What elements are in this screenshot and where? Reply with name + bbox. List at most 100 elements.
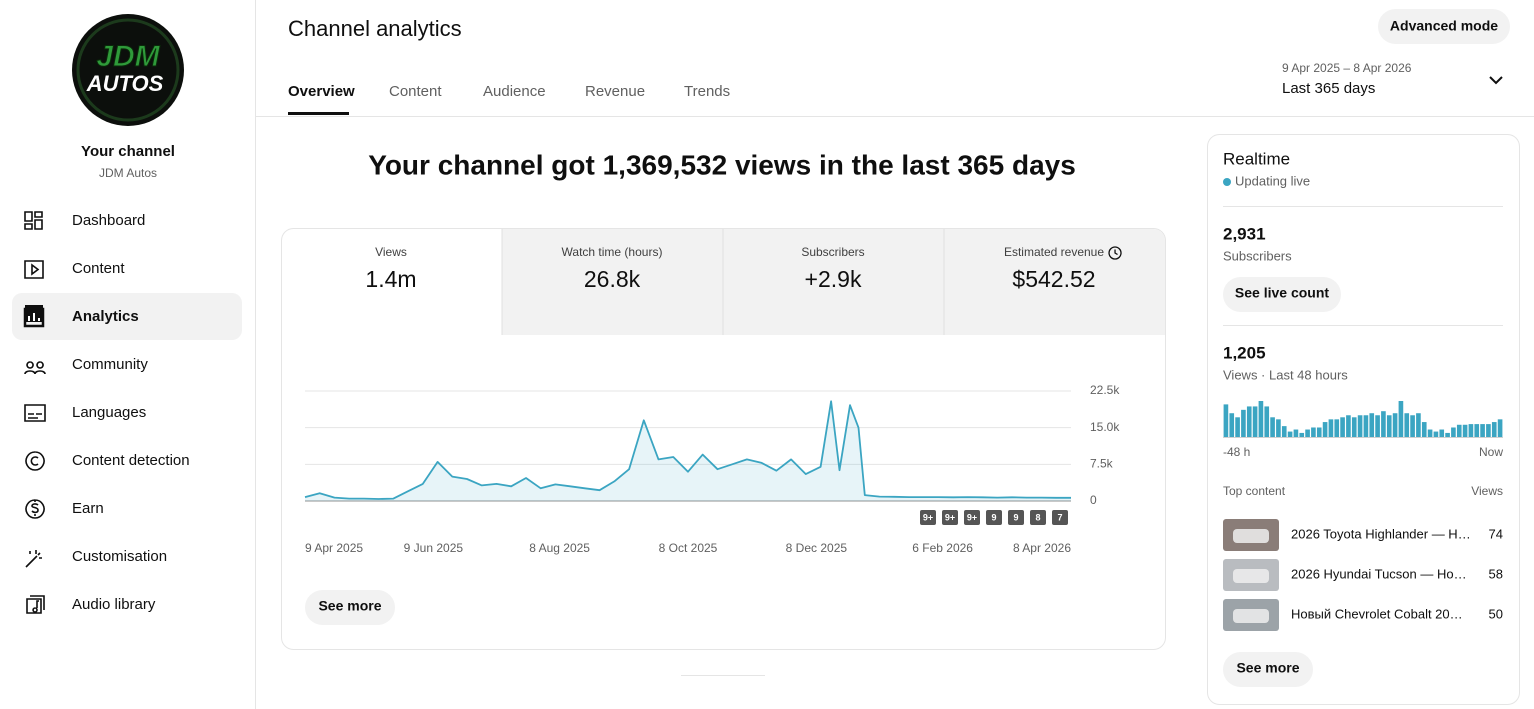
bar [1421,422,1427,437]
nav-active-bg [12,293,242,340]
bar [1311,427,1316,437]
bar [1486,424,1491,437]
button-label: Advanced mode [1390,18,1498,34]
nav-item[interactable]: Customisation [72,548,167,565]
bar [1281,426,1287,437]
tab[interactable]: Overview [288,83,355,100]
tab[interactable]: Revenue [585,83,645,100]
video-title[interactable]: 2026 Toyota Highlander — H… [1291,526,1471,541]
nav-item[interactable]: Dashboard [72,212,145,229]
nav-item[interactable]: Earn [72,500,104,517]
metric-value: 1.4m [365,266,416,292]
bar [1229,413,1235,437]
metric-label[interactable]: Estimated revenue [1004,245,1104,259]
realtime-views-label: Views · Last 48 hours [1223,367,1348,382]
tabs: Overview Content Audience Revenue Trends [288,83,730,100]
x-tick-label: 8 Apr 2026 [1013,541,1071,555]
nav-icon [24,260,44,279]
advanced-mode-button[interactable] [1378,9,1510,44]
bar [1439,429,1445,437]
video-marker[interactable] [942,510,958,525]
bar [1299,432,1305,437]
top-views-label: Views [1471,484,1503,498]
metric-label[interactable]: Views [375,245,407,259]
channel-avatar[interactable] [72,14,184,126]
bar [1392,413,1398,437]
nav-item[interactable]: Community [72,356,148,373]
dropdown-chevron[interactable] [1489,76,1503,85]
video-marker[interactable] [1052,510,1068,525]
video-views: 58 [1489,566,1503,581]
y-tick-label: 0 [1090,493,1097,507]
realtime-title: Realtime [1223,149,1290,168]
x-tick-label: -48 h [1223,445,1250,459]
nav-item[interactable]: Content detection [72,452,190,469]
video-views: 74 [1489,526,1503,541]
bar [1264,406,1270,437]
bar [1474,424,1480,437]
video-marker-label: 9+ [923,512,933,522]
bar [1381,411,1386,437]
y-tick-label: 22.5k [1090,383,1120,397]
live-dot [1223,178,1231,186]
bar [1235,417,1240,437]
bar [1404,413,1410,437]
tab[interactable]: Trends [684,83,730,100]
nav-item[interactable]: Audio library [72,596,156,613]
video-marker[interactable] [1008,510,1024,525]
bar [1369,413,1375,437]
nav-icon [28,313,40,321]
top-content: 2026 Toyota Highlander — H… 74 2026 Hyunda… [1223,519,1503,631]
x-tick-label: 9 Apr 2025 [305,541,363,555]
video-marker[interactable] [986,510,1002,525]
bar [1416,413,1421,437]
bar [1334,419,1340,437]
video-title[interactable]: 2026 Hyundai Tucson — Ho… [1291,566,1467,581]
button-label: See live count [1235,285,1329,301]
bar [1386,415,1392,437]
video-title[interactable]: Новый Chevrolet Cobalt 20… [1291,606,1463,621]
nav-icon [26,595,45,614]
avatar-ring [76,18,180,122]
bar [1491,422,1497,437]
nav-item[interactable]: Languages [72,404,146,421]
see-more-button[interactable] [1223,652,1313,687]
nav-item[interactable]: Content [72,260,125,277]
metric-label[interactable]: Watch time (hours) [562,245,663,259]
bar [1375,415,1380,437]
period[interactable]: Last 365 days [1282,80,1375,97]
nav-icon [25,451,45,471]
bar [1462,424,1468,437]
see-more-button[interactable] [305,590,395,625]
nav-icon [25,550,42,568]
subscriber-count: 2,931 [1223,224,1266,243]
tab[interactable]: Audience [483,83,546,100]
bar [1241,409,1246,437]
nav-icon [25,499,45,519]
top-content-label: Top content [1223,484,1286,498]
video-marker-label: 9+ [967,512,977,522]
video-marker[interactable] [1030,510,1046,525]
bar [1427,429,1433,437]
live-count-button[interactable] [1223,277,1341,312]
bar [1433,431,1439,437]
video-marker-label: 9+ [945,512,955,522]
metric-tabs-bg [502,229,1165,335]
subscriber-label: Subscribers [1223,248,1292,263]
metric-label[interactable]: Subscribers [801,245,864,259]
tab[interactable]: Content [389,83,442,100]
metric-value: $542.52 [1012,266,1095,292]
bar [1328,419,1334,437]
nav-item[interactable]: Analytics [72,308,139,325]
channel-title: Your channel [81,143,175,160]
bar [1287,431,1293,437]
x-tick-label: 8 Oct 2025 [659,541,718,555]
video-marker-label: 7 [1057,512,1062,522]
metric-value: +2.9k [805,266,862,292]
bar [1468,424,1474,437]
video-marker[interactable] [964,510,980,525]
video-marker[interactable] [920,510,936,525]
metric-value: 26.8k [584,266,641,292]
button-label: See more [1236,660,1299,676]
